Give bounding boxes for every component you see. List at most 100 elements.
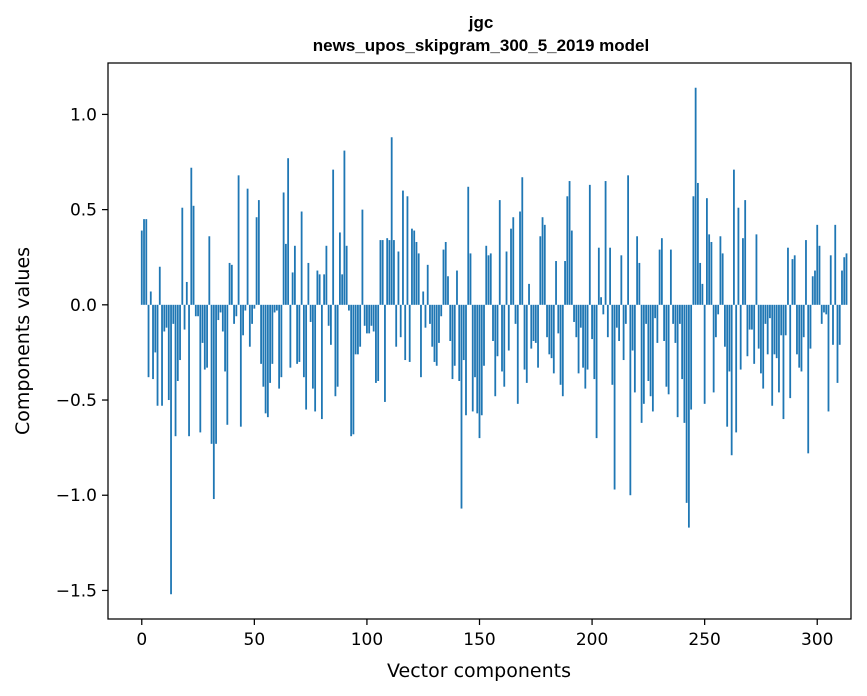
bar-component-217 bbox=[629, 304, 632, 496]
bar-component-237 bbox=[674, 304, 677, 343]
bar-component-270 bbox=[748, 304, 751, 330]
bar-component-128 bbox=[429, 304, 431, 324]
bar-component-61 bbox=[278, 304, 281, 389]
bar-component-76 bbox=[311, 304, 314, 389]
bar-component-30 bbox=[208, 236, 211, 305]
bar-component-200 bbox=[591, 304, 593, 340]
bar-component-98 bbox=[361, 209, 364, 305]
bar-component-25 bbox=[197, 304, 199, 317]
bar-component-129 bbox=[431, 304, 434, 347]
bar-component-63 bbox=[282, 192, 285, 305]
bar-component-303 bbox=[823, 304, 825, 313]
bar-component-86 bbox=[334, 304, 337, 397]
x-tick-label: 50 bbox=[244, 630, 266, 650]
bar-component-247 bbox=[697, 182, 699, 305]
bar-component-252 bbox=[708, 234, 711, 305]
bar-component-258 bbox=[721, 253, 724, 305]
bar-component-226 bbox=[649, 304, 652, 397]
bar-component-276 bbox=[762, 304, 765, 389]
bar-component-289 bbox=[791, 259, 794, 305]
bar-component-43 bbox=[237, 175, 240, 305]
bar-component-285 bbox=[782, 304, 785, 420]
x-tick-label: 250 bbox=[688, 630, 720, 650]
bar-component-99 bbox=[363, 304, 366, 326]
bar-component-185 bbox=[557, 304, 560, 334]
bar-component-260 bbox=[726, 304, 729, 427]
bar-component-175 bbox=[534, 304, 537, 343]
bar-component-121 bbox=[413, 230, 416, 305]
bar-component-306 bbox=[829, 255, 832, 305]
chart-title: jgc bbox=[468, 13, 494, 32]
bar-component-201 bbox=[593, 304, 596, 380]
bar-component-203 bbox=[597, 247, 600, 305]
bar-component-53 bbox=[260, 304, 262, 364]
bar-component-51 bbox=[255, 217, 258, 305]
bar-component-244 bbox=[690, 304, 693, 410]
bar-component-96 bbox=[357, 304, 359, 355]
bar-component-60 bbox=[275, 304, 278, 311]
bar-component-262 bbox=[730, 304, 733, 456]
bar-component-133 bbox=[440, 304, 443, 317]
bar-component-81 bbox=[323, 274, 326, 305]
bar-component-80 bbox=[320, 304, 323, 420]
bar-component-73 bbox=[305, 304, 308, 410]
bar-component-220 bbox=[636, 236, 639, 305]
bar-component-296 bbox=[807, 304, 810, 454]
bar-component-195 bbox=[579, 304, 582, 328]
bar-component-277 bbox=[764, 304, 767, 324]
x-tick-label: 300 bbox=[801, 630, 833, 650]
bar-component-178 bbox=[541, 217, 544, 305]
bar-component-225 bbox=[647, 304, 650, 381]
bar-component-32 bbox=[212, 304, 215, 500]
bar-component-159 bbox=[498, 200, 501, 305]
bar-component-257 bbox=[719, 236, 722, 305]
bar-component-240 bbox=[681, 304, 684, 380]
bar-component-64 bbox=[284, 243, 287, 305]
bar-component-219 bbox=[633, 304, 636, 393]
bar-component-93 bbox=[350, 304, 353, 437]
bar-component-107 bbox=[381, 240, 384, 305]
bar-component-56 bbox=[266, 304, 269, 418]
bar-component-65 bbox=[287, 158, 290, 305]
bar-component-161 bbox=[503, 304, 506, 387]
bar-component-94 bbox=[352, 304, 355, 435]
bar-component-215 bbox=[624, 304, 627, 324]
bar-component-111 bbox=[390, 137, 393, 305]
bar-component-197 bbox=[584, 304, 587, 389]
bar-component-291 bbox=[796, 304, 798, 355]
bar-component-160 bbox=[501, 304, 503, 372]
bar-component-136 bbox=[447, 276, 449, 305]
bar-component-18 bbox=[181, 207, 184, 305]
bar-component-312 bbox=[843, 257, 846, 305]
bar-component-130 bbox=[433, 304, 436, 362]
bar-component-208 bbox=[609, 247, 611, 305]
bar-component-214 bbox=[622, 304, 625, 361]
bar-component-108 bbox=[384, 304, 386, 402]
bar-component-147 bbox=[471, 304, 474, 412]
bar-component-232 bbox=[663, 304, 666, 341]
bar-component-62 bbox=[280, 304, 283, 378]
bar-component-6 bbox=[154, 304, 157, 353]
bar-component-91 bbox=[345, 245, 348, 305]
bar-component-47 bbox=[246, 188, 249, 305]
bar-component-176 bbox=[537, 304, 539, 368]
bar-component-213 bbox=[620, 255, 623, 305]
bar-component-242 bbox=[685, 304, 688, 503]
bar-component-251 bbox=[706, 198, 708, 305]
x-axis-label: Vector components bbox=[387, 660, 571, 682]
bar-component-26 bbox=[199, 304, 202, 433]
bar-component-19 bbox=[183, 304, 186, 330]
bar-component-184 bbox=[555, 261, 557, 305]
y-axis: −1.5 −1.0 −0.5 0.0 0.5 1.0 bbox=[56, 105, 108, 601]
bar-component-74 bbox=[307, 262, 310, 305]
bar-component-40 bbox=[230, 264, 233, 305]
bar-component-246 bbox=[694, 87, 697, 305]
bar-component-292 bbox=[798, 304, 801, 368]
bar-component-112 bbox=[393, 240, 395, 305]
bar-component-154 bbox=[487, 255, 490, 305]
bar-component-42 bbox=[235, 304, 238, 317]
bar-component-115 bbox=[399, 304, 402, 338]
bar-component-205 bbox=[602, 304, 605, 315]
bar-component-204 bbox=[600, 297, 602, 305]
